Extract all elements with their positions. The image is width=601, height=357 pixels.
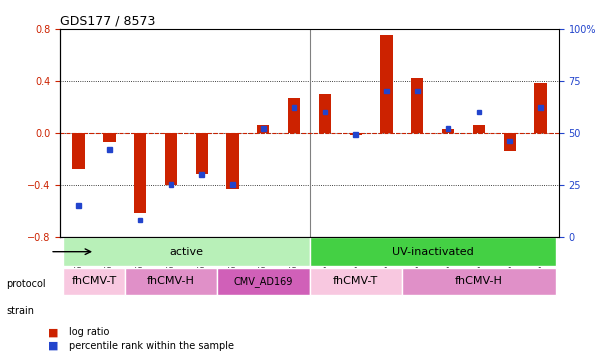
FancyBboxPatch shape (63, 268, 125, 295)
Bar (323, 110, 327, 114)
FancyBboxPatch shape (63, 237, 310, 266)
Text: fhCMV-T: fhCMV-T (72, 276, 117, 286)
Bar (446, 126, 450, 131)
FancyBboxPatch shape (310, 268, 402, 295)
Bar (230, 182, 235, 187)
Bar (261, 126, 266, 131)
Text: active: active (169, 247, 203, 257)
Bar (138, 218, 142, 222)
Bar (134, 133, 146, 213)
Bar (380, 35, 392, 133)
Bar (76, 203, 81, 208)
Bar (103, 133, 115, 142)
Text: percentile rank within the sample: percentile rank within the sample (69, 341, 234, 351)
Bar (442, 129, 454, 133)
Bar (350, 133, 362, 135)
Bar (504, 133, 516, 151)
Bar (200, 172, 204, 177)
FancyBboxPatch shape (310, 237, 556, 266)
FancyBboxPatch shape (217, 268, 310, 295)
FancyBboxPatch shape (125, 268, 217, 295)
Text: GDS177 / 8573: GDS177 / 8573 (60, 14, 156, 27)
Text: ■: ■ (48, 341, 58, 351)
Bar (169, 182, 173, 187)
Text: UV-inactivated: UV-inactivated (392, 247, 474, 257)
Bar (319, 94, 331, 133)
Bar (507, 139, 512, 144)
Text: fhCMV-T: fhCMV-T (333, 276, 378, 286)
FancyBboxPatch shape (402, 268, 556, 295)
Bar (292, 105, 296, 110)
Bar (107, 147, 112, 152)
Bar (353, 132, 358, 137)
Text: strain: strain (6, 306, 34, 316)
Bar (72, 133, 85, 169)
Bar (534, 83, 547, 133)
Text: log ratio: log ratio (69, 327, 109, 337)
Text: fhCMV-H: fhCMV-H (455, 276, 503, 286)
Bar (257, 125, 269, 133)
Text: fhCMV-H: fhCMV-H (147, 276, 195, 286)
Bar (384, 89, 389, 94)
Text: protocol: protocol (6, 279, 46, 289)
Bar (411, 78, 424, 133)
Bar (477, 110, 481, 114)
Text: CMV_AD169: CMV_AD169 (234, 276, 293, 287)
Bar (415, 89, 419, 94)
Bar (165, 133, 177, 185)
Bar (227, 133, 239, 188)
Bar (195, 133, 208, 174)
Bar (473, 125, 485, 133)
Bar (538, 105, 543, 110)
Bar (288, 97, 300, 133)
Text: ■: ■ (48, 327, 58, 337)
